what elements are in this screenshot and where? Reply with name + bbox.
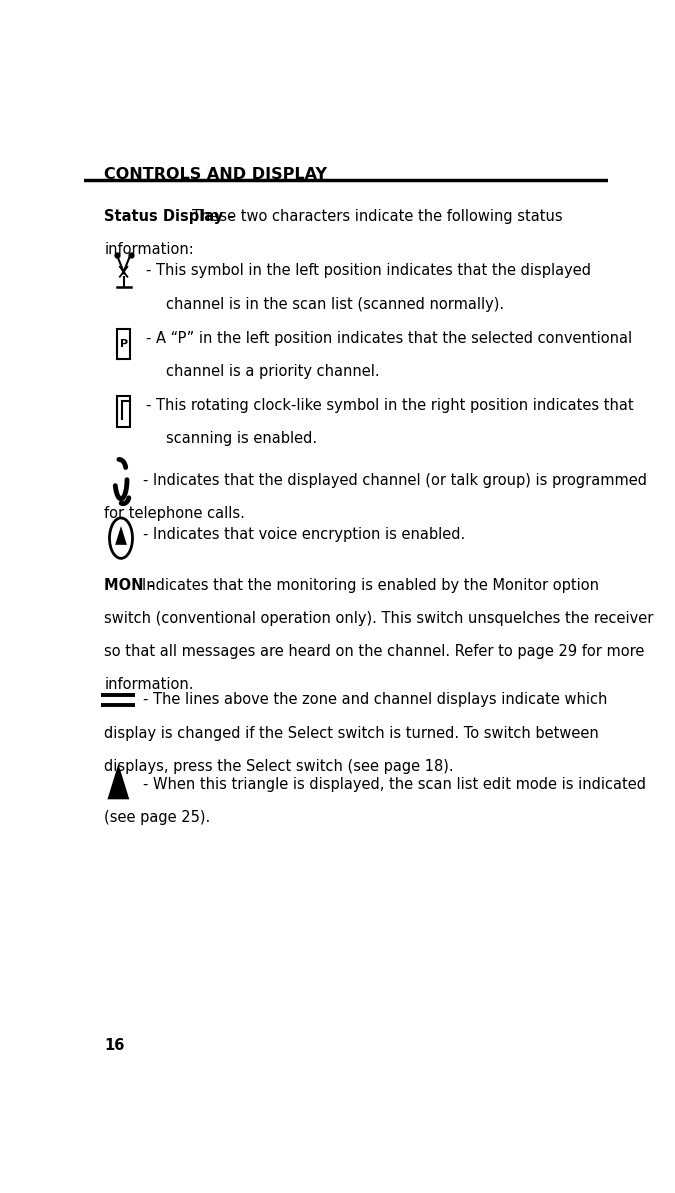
- Text: MON -: MON -: [104, 577, 155, 593]
- Text: scanning is enabled.: scanning is enabled.: [166, 431, 317, 446]
- Polygon shape: [107, 764, 130, 799]
- Text: so that all messages are heard on the channel. Refer to page 29 for more: so that all messages are heard on the ch…: [104, 644, 645, 659]
- Polygon shape: [115, 526, 127, 545]
- Text: - This rotating clock-like symbol in the right position indicates that: - This rotating clock-like symbol in the…: [146, 397, 634, 413]
- Text: display is changed if the Select switch is turned. To switch between: display is changed if the Select switch …: [104, 725, 599, 741]
- Text: - This symbol in the left position indicates that the displayed: - This symbol in the left position indic…: [146, 264, 591, 278]
- Text: - When this triangle is displayed, the scan list edit mode is indicated: - When this triangle is displayed, the s…: [144, 777, 647, 792]
- Text: information:: information:: [104, 242, 194, 258]
- Text: - A “P” in the left position indicates that the selected conventional: - A “P” in the left position indicates t…: [146, 330, 632, 346]
- Text: Indicates that the monitoring is enabled by the Monitor option: Indicates that the monitoring is enabled…: [142, 577, 599, 593]
- Text: P: P: [119, 339, 128, 350]
- Text: (see page 25).: (see page 25).: [104, 810, 211, 826]
- Text: These two characters indicate the following status: These two characters indicate the follow…: [192, 209, 563, 224]
- Text: CONTROLS AND DISPLAY: CONTROLS AND DISPLAY: [104, 167, 327, 183]
- Text: for telephone calls.: for telephone calls.: [104, 506, 245, 521]
- Text: information.: information.: [104, 676, 194, 692]
- Text: switch (conventional operation only). This switch unsquelches the receiver: switch (conventional operation only). Th…: [104, 611, 653, 626]
- Text: Status Display -: Status Display -: [104, 209, 234, 224]
- Text: displays, press the Select switch (see page 18).: displays, press the Select switch (see p…: [104, 759, 454, 773]
- Text: - The lines above the zone and channel displays indicate which: - The lines above the zone and channel d…: [144, 692, 608, 707]
- Text: - Indicates that the displayed channel (or talk group) is programmed: - Indicates that the displayed channel (…: [144, 472, 647, 488]
- Text: channel is a priority channel.: channel is a priority channel.: [166, 364, 379, 378]
- Text: - Indicates that voice encryption is enabled.: - Indicates that voice encryption is ena…: [144, 527, 466, 542]
- Text: channel is in the scan list (scanned normally).: channel is in the scan list (scanned nor…: [166, 297, 504, 311]
- Text: 16: 16: [104, 1038, 125, 1052]
